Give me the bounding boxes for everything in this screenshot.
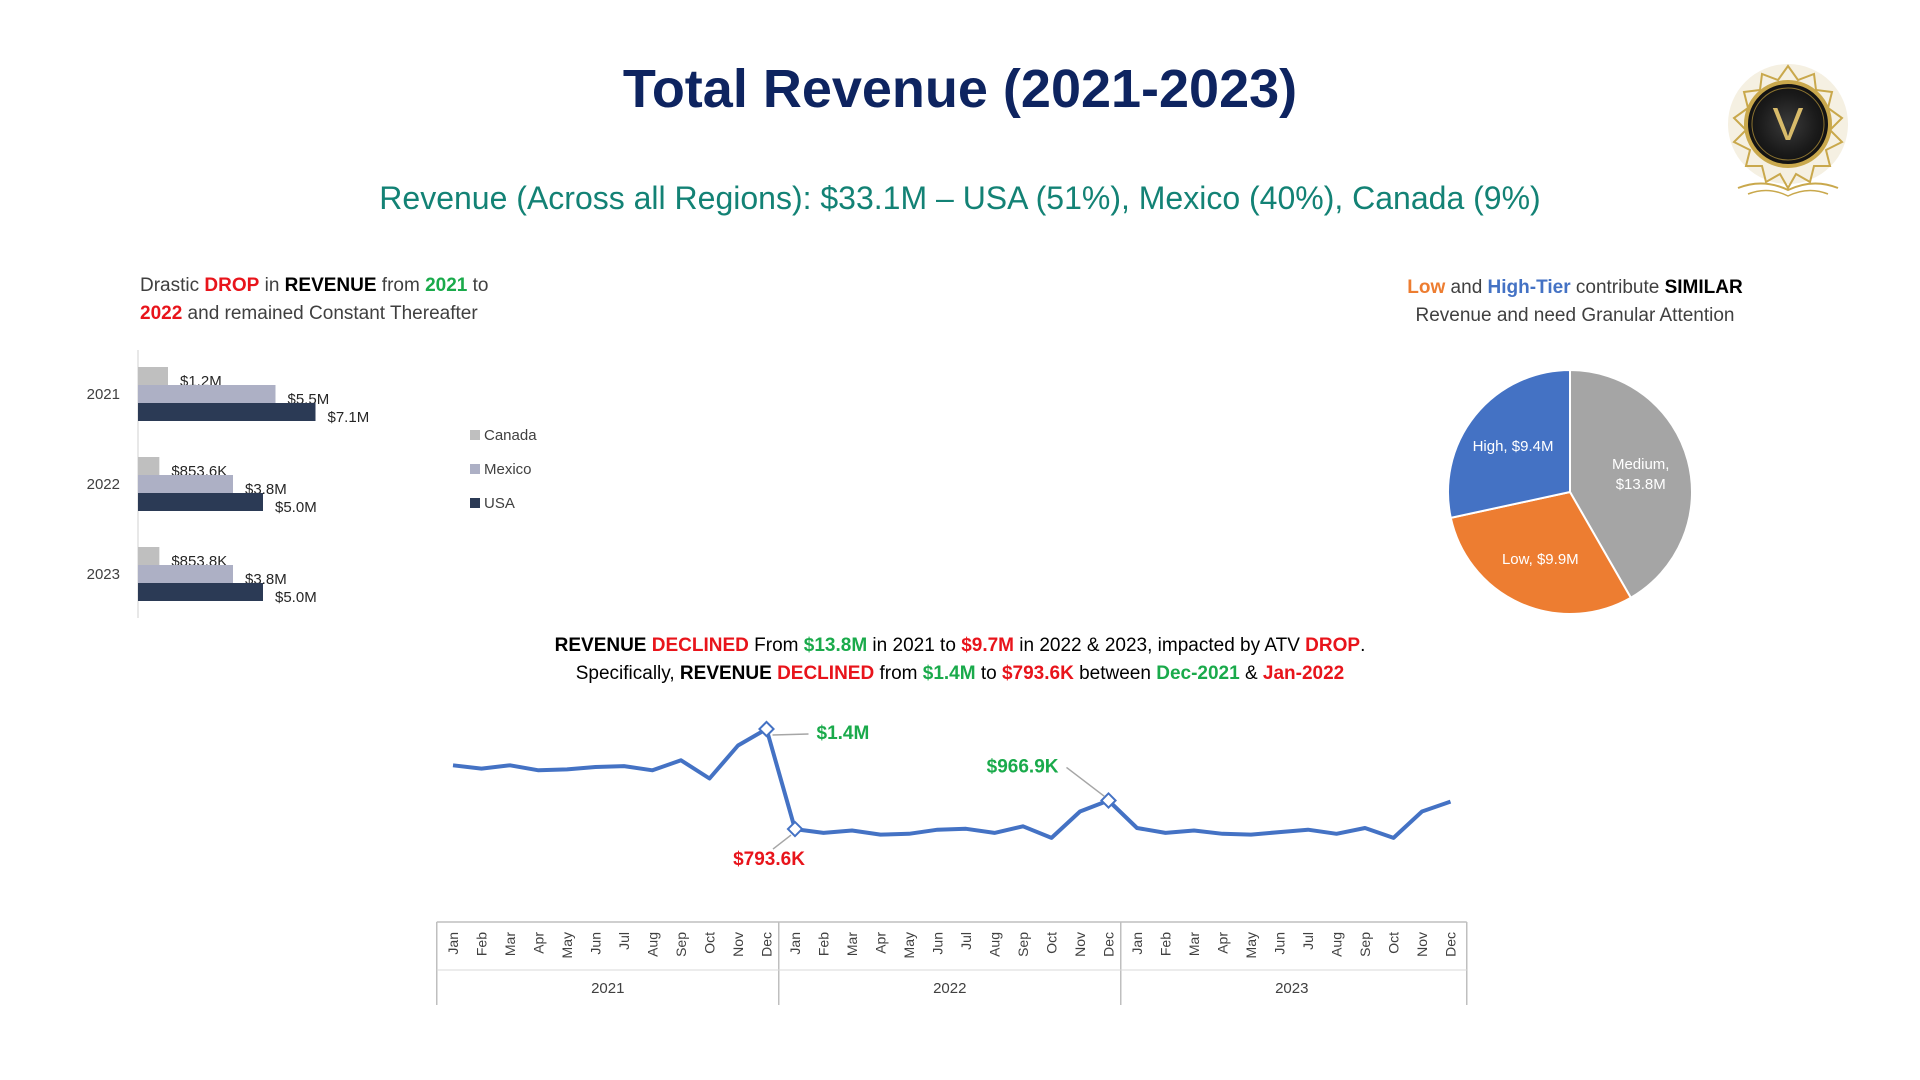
month-tick-label: Dec	[1101, 932, 1117, 957]
month-tick-label: Feb	[1158, 932, 1174, 956]
legend-swatch-canada	[470, 430, 480, 440]
year-tick-label: 2021	[591, 980, 624, 997]
bar-mexico	[138, 385, 276, 403]
month-tick-label: May	[559, 932, 575, 958]
page-subtitle: Revenue (Across all Regions): $33.1M – U…	[379, 180, 1541, 216]
annotation-marker	[1100, 791, 1117, 809]
month-tick-label: Mar	[1186, 932, 1202, 956]
annotation-marker	[758, 720, 775, 738]
month-tick-label: Dec	[1443, 932, 1459, 957]
laurel-v-logo-icon: V	[1728, 64, 1848, 197]
month-tick-label: May	[901, 932, 917, 958]
legend-swatch-usa	[470, 498, 480, 508]
bar-mexico	[138, 475, 233, 493]
revenue-by-region-bar-chart: 2021$1.2M$5.5M$7.1M2022$853.6K$3.8M$5.0M…	[87, 350, 537, 618]
month-tick-label: Feb	[816, 932, 832, 956]
bar-value-label: $7.1M	[328, 409, 370, 426]
pie-slice-medium	[1569, 368, 1693, 600]
legend-label-usa: USA	[484, 495, 515, 512]
pie-label: Low, $9.9M	[1502, 551, 1579, 568]
month-tick-label: Jul	[958, 932, 974, 950]
month-tick-label: Sep	[673, 932, 689, 957]
year-tick-label: 2023	[1275, 980, 1308, 997]
revenue-line	[452, 727, 1452, 840]
month-tick-label: Jun	[588, 932, 604, 955]
month-tick-label: Apr	[873, 932, 889, 954]
line-chart-caption: REVENUE DECLINED From $13.8M in 2021 to …	[554, 635, 1366, 684]
month-tick-label: Jul	[1300, 932, 1316, 950]
month-tick-label: Sep	[1015, 932, 1031, 957]
monthly-revenue-line-chart: $1.4M $793.6K $966.9K Jan Feb Mar Apr May Jun Jul…	[436, 720, 1468, 1005]
logo-letter: V	[1773, 98, 1804, 150]
year-tick-label: 2022	[933, 980, 966, 997]
legend-swatch-mexico	[470, 464, 480, 474]
month-tick-label: Oct	[702, 932, 718, 954]
annotation-label: $1.4M	[817, 723, 870, 744]
pie-label: Medium,	[1612, 456, 1670, 473]
bar-mexico	[138, 565, 233, 583]
month-tick-label: Aug	[987, 932, 1003, 957]
legend-label-canada: Canada	[484, 427, 537, 444]
month-tick-label: Nov	[1072, 932, 1088, 957]
month-tick-label: Mar	[844, 932, 860, 956]
pie-slice-high	[1447, 368, 1571, 520]
annotation-marker	[786, 820, 804, 838]
bar-canada	[138, 547, 160, 565]
annotation-leader-line	[1066, 766, 1105, 798]
month-tick-label: Jun	[930, 932, 946, 955]
annotation-label: $793.6K	[733, 849, 805, 870]
month-tick-label: Nov	[730, 932, 746, 957]
bar-usa	[138, 583, 263, 601]
month-tick-label: Aug	[645, 932, 661, 957]
month-tick-label: May	[1243, 932, 1259, 958]
month-tick-label: Jan	[787, 932, 803, 955]
month-tick-label: Dec	[759, 932, 775, 957]
month-tick-label: Apr	[531, 932, 547, 954]
bar-value-label: $5.0M	[275, 589, 317, 606]
bar-canada	[138, 457, 160, 475]
month-tick-label: Feb	[474, 932, 490, 956]
month-tick-label: Sep	[1357, 932, 1373, 957]
pie-slice-low	[1449, 490, 1633, 615]
month-tick-label: Jul	[616, 932, 632, 950]
pie-label: $13.8M	[1616, 476, 1666, 493]
bar-category-label: 2021	[87, 386, 120, 403]
legend-label-mexico: Mexico	[484, 461, 532, 478]
page-title: Total Revenue (2021-2023)	[622, 59, 1298, 119]
bar-canada	[138, 367, 168, 385]
pie-label: High, $9.4M	[1473, 438, 1554, 455]
bar-usa	[138, 403, 316, 421]
month-tick-label: Oct	[1044, 932, 1060, 954]
bar-category-label: 2023	[87, 566, 120, 583]
month-tick-label: Oct	[1386, 932, 1402, 954]
month-tick-label: Jan	[445, 932, 461, 955]
month-tick-label: Apr	[1215, 932, 1231, 954]
bar-usa	[138, 493, 263, 511]
month-tick-label: Aug	[1329, 932, 1345, 957]
bar-category-label: 2022	[87, 476, 120, 493]
bar-chart-caption: Drastic DROP in REVENUE from 2021 to 202…	[140, 275, 489, 324]
annotation-leader-line	[772, 733, 809, 736]
revenue-by-tier-pie-chart: Medium, $13.8M Low, $9.9M High, $9.4M	[1447, 368, 1693, 615]
annotation-label: $966.9K	[987, 756, 1059, 777]
month-tick-label: Jan	[1129, 932, 1145, 955]
pie-chart-caption: Low and High-Tier contribute SIMILAR Rev…	[1407, 277, 1743, 326]
month-tick-label: Nov	[1414, 932, 1430, 957]
bar-value-label: $5.0M	[275, 499, 317, 516]
month-tick-label: Mar	[502, 932, 518, 956]
annotation-leader-line	[772, 834, 792, 850]
month-tick-label: Jun	[1272, 932, 1288, 955]
